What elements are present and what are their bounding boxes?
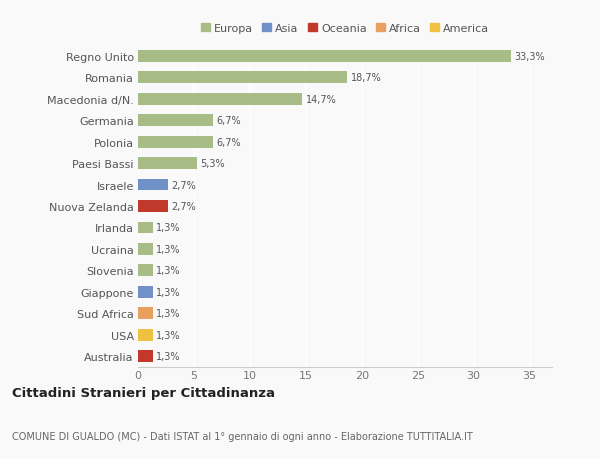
Bar	[138, 308, 152, 319]
Text: 1,3%: 1,3%	[156, 287, 181, 297]
Bar	[138, 329, 152, 341]
Text: 1,3%: 1,3%	[156, 330, 181, 340]
Text: 14,7%: 14,7%	[306, 95, 337, 105]
Bar	[138, 94, 302, 105]
Text: COMUNE DI GUALDO (MC) - Dati ISTAT al 1° gennaio di ogni anno - Elaborazione TUT: COMUNE DI GUALDO (MC) - Dati ISTAT al 1°…	[12, 431, 473, 441]
Bar	[138, 179, 168, 191]
Bar	[138, 351, 152, 362]
Bar	[138, 72, 347, 84]
Text: 18,7%: 18,7%	[350, 73, 382, 83]
Text: 1,3%: 1,3%	[156, 352, 181, 362]
Bar	[138, 286, 152, 298]
Bar	[138, 243, 152, 255]
Text: 1,3%: 1,3%	[156, 244, 181, 254]
Bar	[138, 222, 152, 234]
Text: 6,7%: 6,7%	[217, 116, 241, 126]
Text: 1,3%: 1,3%	[156, 308, 181, 319]
Text: 1,3%: 1,3%	[156, 223, 181, 233]
Text: Cittadini Stranieri per Cittadinanza: Cittadini Stranieri per Cittadinanza	[12, 386, 275, 399]
Bar	[138, 201, 168, 213]
Text: 33,3%: 33,3%	[514, 51, 545, 62]
Text: 5,3%: 5,3%	[200, 159, 225, 169]
Text: 2,7%: 2,7%	[172, 202, 196, 212]
Bar	[138, 158, 197, 169]
Bar	[138, 265, 152, 277]
Bar	[138, 50, 511, 62]
Text: 6,7%: 6,7%	[217, 137, 241, 147]
Text: 2,7%: 2,7%	[172, 180, 196, 190]
Bar	[138, 136, 213, 148]
Legend: Europa, Asia, Oceania, Africa, America: Europa, Asia, Oceania, Africa, America	[196, 19, 494, 38]
Bar	[138, 115, 213, 127]
Text: 1,3%: 1,3%	[156, 266, 181, 276]
